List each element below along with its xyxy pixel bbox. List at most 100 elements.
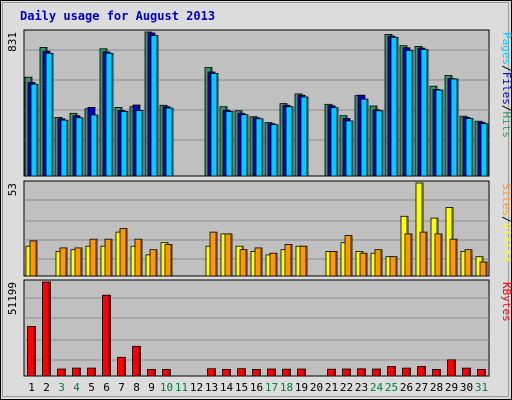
x-tick-label-day-13: 13 [205, 381, 218, 394]
bar-pages-day-6-shade [111, 53, 113, 176]
chart-title: Daily usage for August 2013 [20, 9, 215, 23]
x-tick-label-day-19: 19 [295, 381, 308, 394]
bar-kbytes-day-5 [87, 367, 96, 377]
legend-entry-pages: Pages [500, 32, 512, 65]
bar-sites-day-15-shade [245, 250, 247, 276]
bar-pages-day-19-shade [306, 97, 308, 176]
bar-sites-day-25 [389, 256, 398, 277]
bar-kbytes-day-1-shade [33, 326, 35, 376]
bar-pages-day-6 [105, 52, 114, 177]
bar-pages-day-21 [330, 107, 339, 177]
bar-pages-day-3 [60, 119, 69, 177]
bar-sites-day-3 [59, 247, 68, 277]
bar-pages-day-29 [450, 78, 459, 177]
bar-kbytes-day-15-shade [243, 369, 245, 376]
bar-kbytes-day-24 [372, 368, 381, 377]
x-tick-label-day-5: 5 [88, 381, 95, 394]
bar-pages-day-22-shade [351, 121, 353, 176]
x-tick-label-day-11: 11 [175, 381, 188, 394]
bar-pages-day-1 [30, 83, 39, 177]
bar-pages-day-16-shade [261, 119, 263, 176]
x-axis-day-labels: 1 2 3 4 5 6 7 8 9 10 11 12 13 14 15 16 17 18 19 20 21 22 23 24 2… [28, 381, 488, 394]
legend-entry-separator: / [500, 65, 512, 72]
x-tick-label-day-21: 21 [325, 381, 338, 394]
x-tick-label-day-31: 31 [475, 381, 488, 394]
x-tick-label-day-29: 29 [445, 381, 458, 394]
bar-pages-day-17-shade [276, 125, 278, 176]
bar-sites-day-1-shade [35, 241, 37, 276]
bar-kbytes-day-6-shade [108, 295, 110, 376]
panel-top: 831 Pages/Files/Hits [6, 29, 512, 177]
bar-kbytes-day-19-shade [303, 369, 305, 376]
x-tick-label-day-16: 16 [250, 381, 263, 394]
bar-pages-day-2 [45, 52, 54, 177]
bar-kbytes-day-4 [72, 367, 81, 377]
bar-sites-day-29 [449, 238, 458, 277]
bar-kbytes-day-4-shade [78, 368, 80, 376]
bar-pages-day-2-shade [51, 53, 53, 176]
bar-pages-day-10 [165, 107, 174, 177]
bar-pages-day-9-shade [156, 36, 158, 176]
bar-sites-day-3-shade [65, 248, 67, 276]
bar-sites-day-26-shade [410, 234, 412, 276]
bar-pages-day-26-shade [411, 51, 413, 176]
x-tick-label-day-9: 9 [148, 381, 155, 394]
bar-sites-day-5 [89, 238, 98, 277]
bar-kbytes-day-1 [27, 325, 36, 377]
legend-entry-files: Files [500, 72, 512, 105]
bar-kbytes-day-8 [132, 345, 141, 377]
bar-sites-day-26 [404, 233, 413, 277]
bar-sites-day-21 [329, 250, 338, 277]
bar-pages-day-18-shade [291, 107, 293, 176]
panel-mid-legend: Sites/Visits [500, 183, 512, 263]
bar-pages-day-18 [285, 106, 294, 177]
bar-sites-day-19 [299, 245, 308, 277]
x-tick-label-day-2: 2 [43, 381, 50, 394]
bar-kbytes-day-3-shade [63, 369, 65, 376]
bar-pages-day-26 [405, 50, 414, 177]
bar-kbytes-day-15 [237, 368, 246, 377]
x-tick-label-day-17: 17 [265, 381, 278, 394]
bar-kbytes-day-19 [297, 368, 306, 377]
bar-sites-day-8 [134, 238, 143, 277]
bar-kbytes-day-28-shade [438, 369, 440, 376]
bar-kbytes-day-22-shade [348, 369, 350, 376]
bar-kbytes-day-6 [102, 294, 111, 377]
legend-entry-visits: Visits [500, 223, 512, 263]
panel-bottom: 51199 KBytes [6, 279, 512, 377]
bar-kbytes-day-7 [117, 356, 126, 377]
bar-sites-day-30-shade [470, 250, 472, 276]
bar-pages-day-15 [240, 114, 249, 177]
bar-kbytes-day-16 [252, 368, 261, 377]
panel-mid: 53 Sites/Visits [6, 180, 512, 277]
bar-pages-day-13-shade [216, 73, 218, 176]
bar-kbytes-day-29-shade [453, 360, 455, 376]
bar-kbytes-day-21 [327, 368, 336, 377]
bar-kbytes-day-17 [267, 368, 276, 377]
bar-pages-day-23-shade [366, 99, 368, 176]
bar-kbytes-day-25-shade [393, 367, 395, 376]
bar-kbytes-day-9 [147, 368, 156, 377]
bar-pages-day-8-shade [141, 111, 143, 176]
bar-sites-day-15 [239, 249, 248, 277]
bar-pages-day-27-shade [426, 50, 428, 176]
bar-sites-day-24 [374, 249, 383, 277]
bar-kbytes-day-7-shade [123, 357, 125, 376]
bar-sites-day-23 [359, 252, 368, 277]
x-tick-label-day-24: 24 [370, 381, 384, 394]
bar-pages-day-25 [390, 37, 399, 177]
bar-sites-day-27 [419, 231, 428, 277]
panel-top-legend: Pages/Files/Hits [500, 32, 512, 138]
bar-sites-day-29-shade [455, 239, 457, 276]
legend-entry-sites: Sites [500, 183, 512, 216]
bar-pages-day-22 [345, 120, 354, 177]
x-tick-label-day-22: 22 [340, 381, 353, 394]
bar-kbytes-day-13-shade [213, 369, 215, 376]
bar-pages-day-31 [480, 123, 489, 177]
bar-kbytes-day-10 [162, 368, 171, 377]
x-tick-label-day-18: 18 [280, 381, 293, 394]
bar-sites-day-23-shade [365, 253, 367, 276]
x-tick-label-day-8: 8 [133, 381, 140, 394]
bar-kbytes-day-16-shade [258, 369, 260, 376]
x-tick-label-day-4: 4 [73, 381, 80, 394]
